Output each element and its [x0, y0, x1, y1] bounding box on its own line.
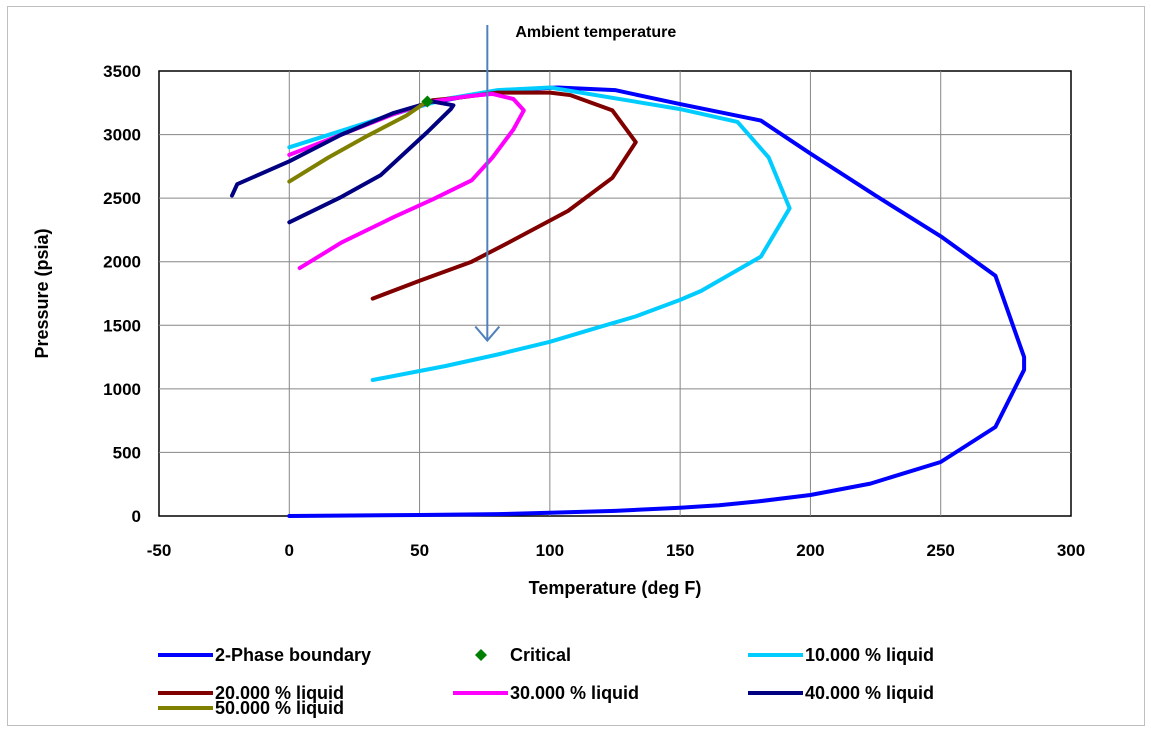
series-line	[287, 100, 427, 184]
series-line	[370, 90, 638, 301]
series-line	[287, 91, 526, 271]
x-tick-label: 250	[927, 541, 955, 560]
y-tick-label: 1500	[103, 316, 141, 335]
series-line	[287, 85, 792, 382]
x-tick-label: 150	[666, 541, 694, 560]
chart-frame: -50 0 50 100 150 200 250 300 0 500 1000 1500 2000 250…	[7, 6, 1145, 726]
x-axis-title: Temperature (deg F)	[529, 578, 702, 598]
plot-area-border	[158, 70, 1072, 517]
chart-svg: -50 0 50 100 150 200 250 3000500100015002000250…	[32, 24, 1085, 718]
x-tick-label: 0	[285, 541, 294, 560]
x-tick-label: 300	[1057, 541, 1085, 560]
y-tick-label: 500	[113, 443, 141, 462]
legend-label: 20.000 % liquid	[215, 683, 344, 703]
ambient-temperature-label: Ambient temperature	[515, 24, 676, 41]
x-tick-label: 50	[410, 541, 429, 560]
y-tick-label: 0	[132, 507, 141, 526]
legend-label: 30.000 % liquid	[510, 683, 639, 703]
legend-marker	[475, 649, 487, 661]
x-tick-label: -50	[147, 541, 172, 560]
critical-point-marker	[421, 95, 434, 108]
legend-label: 40.000 % liquid	[805, 683, 934, 703]
y-tick-label: 1000	[103, 380, 141, 399]
y-tick-label: 3000	[103, 126, 141, 145]
ambient-arrowhead	[474, 325, 501, 343]
x-tick-label: 100	[536, 541, 564, 560]
series-line	[230, 99, 456, 225]
series-line	[287, 85, 1027, 518]
y-tick-label: 2000	[103, 253, 141, 272]
legend-label: 2-Phase boundary	[215, 645, 371, 665]
y-tick-label: 3500	[103, 62, 141, 81]
y-axis-title: Pressure (psia)	[32, 228, 52, 358]
x-tick-label: 200	[796, 541, 824, 560]
legend-label: 50.000 % liquid	[215, 698, 344, 718]
legend-label: 10.000 % liquid	[805, 645, 934, 665]
y-tick-label: 2500	[103, 189, 141, 208]
legend-label: Critical	[510, 645, 571, 665]
